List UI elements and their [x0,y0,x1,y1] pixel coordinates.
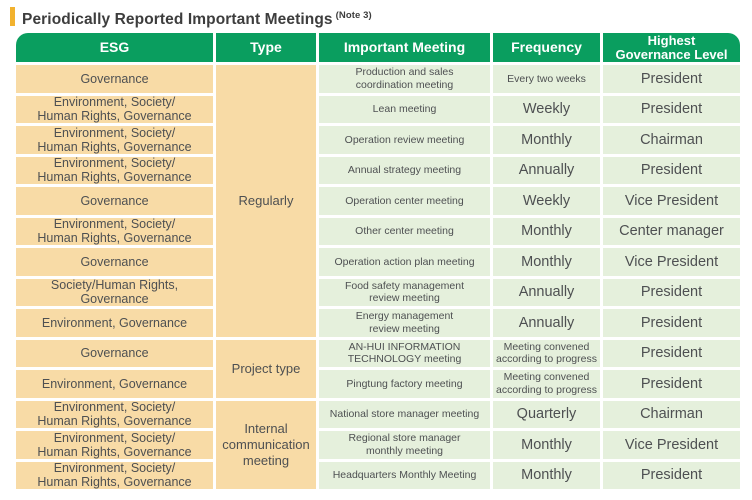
title-accent-bar [10,7,15,26]
esg-cell: Environment, Society/ Human Rights, Gove… [16,156,213,184]
frequency-cell: Every two weeks [493,65,600,93]
meeting-cell: Operation action plan meeting [319,248,490,276]
esg-cell: Environment, Governance [16,309,213,337]
level-cell: President [603,95,740,123]
frequency-cell: Monthly [493,217,600,245]
meeting-cell: Food safety management review meeting [319,278,490,306]
frequency-cell: Annually [493,278,600,306]
meeting-cell: Regional store manager monthly meeting [319,431,490,459]
esg-cell: Environment, Governance [16,370,213,398]
frequency-cell: Weekly [493,187,600,215]
level-cell: President [603,461,740,489]
meeting-cell: Operation center meeting [319,187,490,215]
frequency-cell: Meeting convened according to progress [493,339,600,367]
frequency-cell: Quarterly [493,400,600,428]
page-title: Periodically Reported Important Meetings… [22,6,372,30]
meeting-cell: Lean meeting [319,95,490,123]
column-header-esg: ESG [16,33,213,62]
frequency-cell: Monthly [493,461,600,489]
level-cell: Center manager [603,217,740,245]
frequency-cell: Annually [493,309,600,337]
esg-cell: Environment, Society/ Human Rights, Gove… [16,95,213,123]
level-cell: President [603,65,740,93]
meeting-cell: Operation review meeting [319,126,490,154]
esg-cell: Environment, Society/ Human Rights, Gove… [16,431,213,459]
page-title-row: Periodically Reported Important Meetings… [10,6,372,30]
page-title-text: Periodically Reported Important Meetings [22,11,333,28]
meeting-cell: Production and sales coordination meetin… [319,65,490,93]
frequency-cell: Monthly [493,431,600,459]
column-header-type: Type [216,33,316,62]
esg-cell: Society/Human Rights, Governance [16,278,213,306]
frequency-cell: Monthly [493,248,600,276]
column-header-important-meeting: Important Meeting [319,33,490,62]
meeting-cell: Pingtung factory meeting [319,370,490,398]
level-cell: President [603,156,740,184]
level-cell: Vice President [603,187,740,215]
level-cell: President [603,309,740,337]
type-cell: Regularly [216,65,316,337]
frequency-cell: Weekly [493,95,600,123]
esg-cell: Governance [16,339,213,367]
meeting-cell: Headquarters Monthly Meeting [319,461,490,489]
frequency-cell: Annually [493,156,600,184]
esg-cell: Governance [16,187,213,215]
meeting-cell: Energy management review meeting [319,309,490,337]
page-title-note: (Note 3) [335,10,372,21]
esg-cell: Environment, Society/ Human Rights, Gove… [16,126,213,154]
frequency-cell: Meeting convened according to progress [493,370,600,398]
meeting-cell: AN-HUI INFORMATION TECHNOLOGY meeting [319,339,490,367]
level-cell: Vice President [603,248,740,276]
type-cell: Internal communication meeting [216,400,316,489]
level-cell: Vice President [603,431,740,459]
type-cell: Project type [216,339,316,398]
frequency-cell: Monthly [493,126,600,154]
meetings-table: ESG Type Important Meeting Frequency Hig… [16,33,740,489]
esg-cell: Environment, Society/ Human Rights, Gove… [16,400,213,428]
meeting-cell: National store manager meeting [319,400,490,428]
esg-cell: Environment, Society/ Human Rights, Gove… [16,217,213,245]
level-cell: President [603,278,740,306]
level-cell: Chairman [603,126,740,154]
meeting-cell: Annual strategy meeting [319,156,490,184]
esg-cell: Governance [16,248,213,276]
level-cell: Chairman [603,400,740,428]
esg-cell: Environment, Society/ Human Rights, Gove… [16,461,213,489]
level-cell: President [603,339,740,367]
level-cell: President [603,370,740,398]
meeting-cell: Other center meeting [319,217,490,245]
esg-cell: Governance [16,65,213,93]
column-header-highest-governance-level: Highest Governance Level [603,33,740,62]
column-header-frequency: Frequency [493,33,600,62]
